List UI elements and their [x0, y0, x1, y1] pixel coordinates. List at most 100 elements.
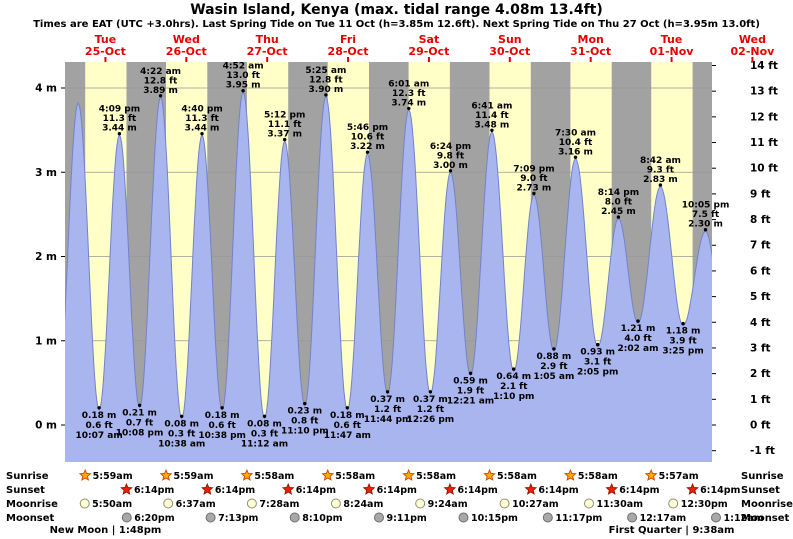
astro-time: 1:12am [724, 513, 764, 524]
tide-extreme-dot [345, 406, 349, 410]
day-label-date: 26-Oct [166, 45, 207, 58]
astro-time: 6:14pm [457, 485, 497, 496]
tide-annotation-line: 12:26 pm [407, 415, 455, 425]
tide-annotation-line: 6:24 pm [430, 142, 471, 152]
astro-time: 9:11pm [387, 513, 427, 524]
astro-time: 11:17pm [555, 513, 602, 524]
tide-extreme-dot [428, 390, 433, 394]
astro-time: 6:14pm [700, 485, 740, 496]
ft-axis-label: 13 ft [750, 86, 778, 98]
moonrise-circle-icon [584, 498, 594, 509]
tide-annotation-line: 4.0 ft [624, 334, 652, 344]
ft-axis-label: 1 ft [750, 394, 771, 406]
moonrise-circle-icon [668, 498, 679, 509]
tide-annotation-line: 11:47 am [324, 431, 371, 441]
tide-annotation-line: 1.9 ft [457, 386, 485, 396]
tide-annotation-line: 0.6 ft [334, 421, 362, 431]
tide-annotation-line: 3.37 m [267, 130, 302, 140]
tide-extreme-dot [681, 321, 685, 326]
tide-annotation-line: 9.3 ft [647, 166, 675, 176]
tide-annotation-line: 0.08 m [164, 419, 199, 429]
tide-annotation-line: 3.00 m [433, 161, 468, 171]
tide-annotation-line: 10.4 ft [559, 138, 593, 148]
moonset-circle-icon [205, 512, 216, 523]
tide-annotation-line: 12.3 ft [392, 89, 426, 99]
day-label-dow: Sat [419, 33, 440, 46]
astro-time: 6:14pm [377, 485, 417, 496]
tide-annotation-line: 4:40 pm [181, 105, 222, 115]
tide-extreme-dot [636, 319, 640, 323]
astro-time: 5:58am [416, 471, 456, 482]
tide-annotation-line: 3.44 m [102, 124, 137, 134]
moonset-circle-icon [627, 512, 638, 523]
tide-annotation-line: 11.3 ft [103, 114, 137, 124]
tide-extreme-dot [117, 132, 122, 136]
tide-annotation-line: 3:25 pm [662, 347, 703, 357]
tide-annotation-line: 2.45 m [601, 207, 636, 217]
sunset-star-icon [120, 482, 133, 495]
moon-phase-label: New Moon | 1:48pm [50, 525, 162, 536]
moonset-circle-icon [121, 512, 132, 523]
day-label-dow: Wed [173, 33, 200, 46]
sunrise-star-icon [240, 468, 254, 481]
chart-subtitle: Times are EAT (UTC +3.0hrs). Last Spring… [33, 19, 760, 30]
tide-annotation-line: 1:05 am [533, 372, 574, 382]
tide-annotation-line: 4:09 pm [99, 105, 140, 115]
ft-axis-label: 4 ft [750, 317, 771, 329]
moonrise-circle-icon [163, 498, 174, 509]
tide-extreme-dot [137, 403, 142, 407]
tide-extreme-dot [658, 183, 663, 187]
m-axis-label: 0 m [35, 420, 57, 432]
tide-extreme-dot [703, 228, 708, 232]
tide-extreme-dot [573, 155, 578, 159]
tide-extreme-dot [324, 93, 328, 97]
tide-extreme-dot [283, 137, 287, 142]
astro-time: 6:20pm [134, 513, 174, 524]
tide-annotation-line: 10:05 pm [682, 201, 730, 211]
tide-annotation-line: 9.8 ft [437, 151, 465, 161]
tide-annotation-line: 0.64 m [496, 372, 531, 382]
astro-row-label-left: Sunset [6, 485, 45, 496]
ft-axis-label: 12 ft [750, 111, 778, 123]
astro-time: 5:58am [254, 471, 294, 482]
tide-extreme-dot [448, 169, 453, 173]
ft-axis-label: -1 ft [750, 445, 775, 457]
astro-time: 9:24am [428, 499, 468, 510]
tide-annotation-line: 0.8 ft [291, 417, 319, 427]
moonrise-circle-icon [246, 498, 257, 509]
tide-annotation-line: 0.6 ft [208, 421, 236, 431]
tide-annotation-line: 1.18 m [666, 327, 701, 337]
tide-extreme-dot [596, 342, 600, 347]
m-axis-label: 2 m [35, 251, 57, 263]
astro-row-label-right: Moonset [741, 513, 790, 524]
tide-annotation-line: 0.23 m [287, 407, 322, 417]
tide-annotation-line: 3.74 m [391, 98, 426, 108]
tide-annotation-line: 0.88 m [537, 352, 572, 362]
tide-annotation-line: 13.0 ft [226, 71, 260, 81]
tide-annotation-line: 3.1 ft [584, 358, 612, 368]
tide-annotation-line: 8:42 am [640, 156, 681, 166]
tide-annotation-line: 0.37 m [370, 395, 405, 405]
ft-axis-label: 8 ft [750, 214, 771, 226]
astro-row-label-left: Moonset [6, 513, 55, 524]
astro-row-label-right: Moonrise [741, 499, 793, 510]
astro-row-label-left: Sunrise [6, 471, 49, 482]
tide-annotation-line: 3.90 m [309, 85, 344, 95]
ft-axis-label: 3 ft [750, 342, 771, 354]
tide-annotation-line: 5:25 am [305, 66, 346, 76]
tide-extreme-dot [532, 191, 536, 196]
tide-annotation-line: 0.18 m [330, 411, 365, 421]
sunrise-star-icon [644, 468, 658, 481]
ft-axis-label: 9 ft [750, 188, 771, 200]
m-axis-label: 1 m [35, 335, 57, 347]
ft-axis-label: 14 ft [750, 60, 778, 72]
day-label-date: 27-Oct [247, 45, 288, 58]
tide-annotation-line: 9.0 ft [520, 174, 548, 184]
tide-annotation-line: 10.6 ft [351, 133, 385, 143]
tide-annotation-line: 0.6 ft [85, 421, 113, 431]
ft-axis-label: 5 ft [750, 291, 771, 303]
sunset-star-icon [524, 482, 538, 495]
tide-extreme-dot [407, 106, 411, 111]
